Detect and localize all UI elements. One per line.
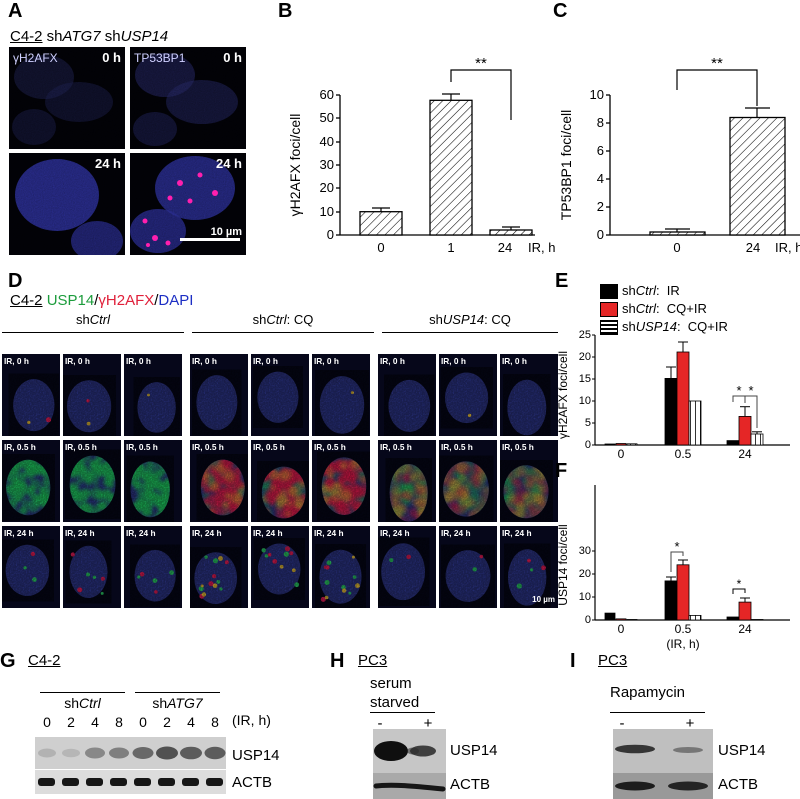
svg-text:0: 0 bbox=[585, 614, 591, 626]
svg-text:-: - bbox=[378, 715, 383, 730]
svg-text:1: 1 bbox=[447, 240, 454, 255]
svg-text:0: 0 bbox=[585, 439, 591, 451]
svg-text:4: 4 bbox=[91, 714, 99, 730]
svg-text:4: 4 bbox=[187, 714, 195, 730]
svg-text:24: 24 bbox=[498, 240, 512, 255]
svg-text:(IR, h): (IR, h) bbox=[666, 637, 699, 651]
svg-text:20: 20 bbox=[320, 180, 334, 195]
svg-text:30: 30 bbox=[320, 157, 334, 172]
svg-text:0.5: 0.5 bbox=[675, 447, 692, 460]
svg-text:0: 0 bbox=[597, 227, 604, 242]
svg-text:0: 0 bbox=[618, 622, 625, 636]
svg-text:USP14 foci/cell: USP14 foci/cell bbox=[556, 524, 570, 605]
svg-text:2: 2 bbox=[67, 714, 75, 730]
svg-text:IR, h: IR, h bbox=[775, 240, 800, 255]
svg-text:*: * bbox=[748, 383, 753, 398]
svg-text:+: + bbox=[424, 715, 433, 730]
svg-text:50: 50 bbox=[320, 110, 334, 125]
svg-text:0: 0 bbox=[673, 240, 680, 255]
svg-text:γH2AFX foci/cell: γH2AFX foci/cell bbox=[287, 114, 303, 217]
svg-text:4: 4 bbox=[597, 171, 604, 186]
svg-text:0: 0 bbox=[618, 447, 625, 460]
svg-text:6: 6 bbox=[597, 143, 604, 158]
svg-text:0.5: 0.5 bbox=[675, 622, 692, 636]
svg-text:30: 30 bbox=[579, 545, 591, 557]
svg-text:60: 60 bbox=[320, 87, 334, 102]
svg-text:**: ** bbox=[711, 55, 723, 72]
svg-text:*: * bbox=[674, 539, 679, 554]
svg-text:24: 24 bbox=[738, 447, 752, 460]
svg-text:24: 24 bbox=[746, 240, 760, 255]
svg-text:10: 10 bbox=[320, 204, 334, 219]
svg-text:γH2AFX foci/cell: γH2AFX foci/cell bbox=[556, 351, 570, 439]
svg-text:15: 15 bbox=[579, 373, 591, 385]
svg-text:8: 8 bbox=[211, 714, 219, 730]
svg-text:10: 10 bbox=[579, 591, 591, 603]
svg-text:-: - bbox=[620, 715, 625, 730]
svg-text:0: 0 bbox=[327, 227, 334, 242]
svg-text:+: + bbox=[686, 715, 695, 730]
svg-text:**: ** bbox=[475, 55, 487, 72]
svg-text:20: 20 bbox=[579, 568, 591, 580]
svg-text:*: * bbox=[737, 577, 742, 591]
svg-text:20: 20 bbox=[579, 351, 591, 363]
svg-text:2: 2 bbox=[597, 199, 604, 214]
svg-text:8: 8 bbox=[597, 115, 604, 130]
svg-text:5: 5 bbox=[585, 417, 591, 429]
svg-text:IR, h: IR, h bbox=[528, 240, 555, 255]
svg-text:25: 25 bbox=[579, 330, 591, 341]
svg-text:2: 2 bbox=[163, 714, 171, 730]
svg-text:*: * bbox=[736, 383, 741, 398]
svg-text:0: 0 bbox=[377, 240, 384, 255]
svg-text:40: 40 bbox=[320, 134, 334, 149]
svg-text:8: 8 bbox=[115, 714, 123, 730]
svg-text:10: 10 bbox=[590, 87, 604, 102]
svg-text:0: 0 bbox=[139, 714, 147, 730]
svg-text:10: 10 bbox=[579, 395, 591, 407]
svg-text:24: 24 bbox=[738, 622, 752, 636]
svg-text:0: 0 bbox=[43, 714, 51, 730]
svg-text:TP53BP1 foci/cell: TP53BP1 foci/cell bbox=[558, 110, 574, 221]
